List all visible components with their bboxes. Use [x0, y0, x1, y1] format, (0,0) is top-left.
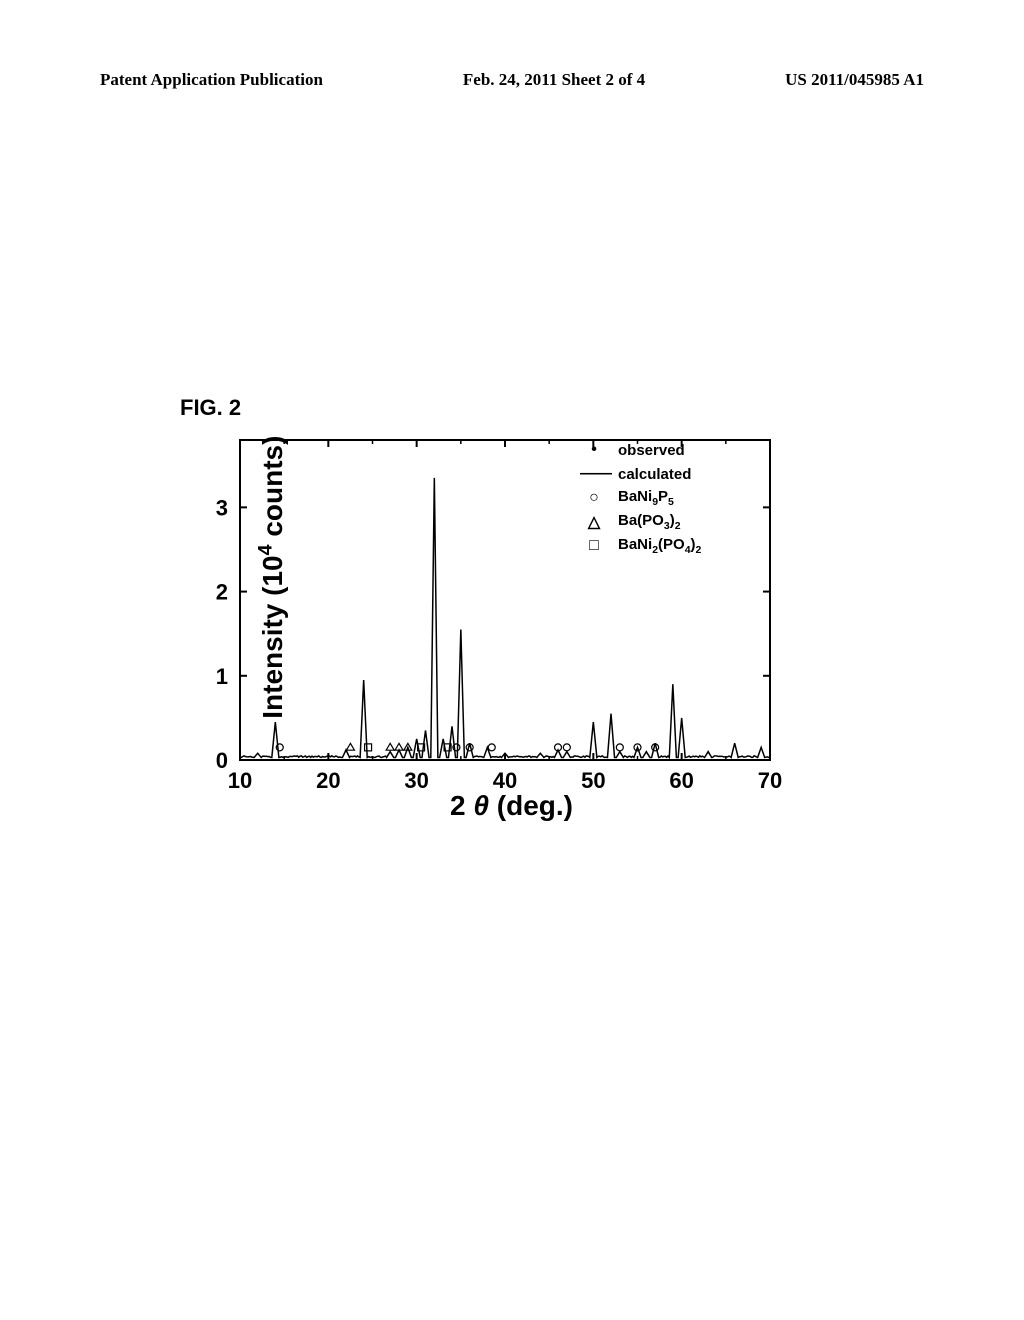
page-header: Patent Application Publication Feb. 24, …: [0, 70, 1024, 90]
circle-marker-icon: ○: [580, 489, 608, 507]
legend-label: observed: [618, 442, 685, 459]
figure-label: FIG. 2: [180, 395, 241, 421]
legend-label: BaNi9P5: [618, 488, 674, 508]
legend-item: —— calculated: [580, 464, 701, 484]
svg-text:60: 60: [669, 768, 693, 793]
legend-item: • observed: [580, 440, 701, 460]
chart-legend: • observed —— calculated ○ BaNi9P5 △ Ba(…: [580, 440, 701, 560]
svg-text:0: 0: [216, 748, 228, 773]
legend-item: △ Ba(PO3)2: [580, 512, 701, 532]
svg-text:10: 10: [228, 768, 252, 793]
svg-text:1: 1: [216, 664, 228, 689]
line-marker-icon: ——: [580, 465, 608, 483]
header-publication: Patent Application Publication: [100, 70, 323, 90]
svg-text:3: 3: [216, 495, 228, 520]
legend-item: ○ BaNi9P5: [580, 488, 701, 508]
legend-item: □ BaNi2(PO4)2: [580, 536, 701, 556]
x-axis-label: 2 θ (deg.): [450, 790, 573, 822]
legend-label: Ba(PO3)2: [618, 512, 681, 532]
triangle-marker-icon: △: [580, 512, 608, 532]
dot-marker-icon: •: [580, 441, 608, 459]
svg-text:20: 20: [316, 768, 340, 793]
svg-text:70: 70: [758, 768, 782, 793]
legend-label: BaNi2(PO4)2: [618, 536, 701, 556]
legend-label: calculated: [618, 466, 691, 483]
svg-text:30: 30: [404, 768, 428, 793]
svg-text:2: 2: [216, 580, 228, 605]
square-marker-icon: □: [580, 537, 608, 555]
header-patent-number: US 2011/045985 A1: [785, 70, 924, 90]
svg-text:50: 50: [581, 768, 605, 793]
header-date-sheet: Feb. 24, 2011 Sheet 2 of 4: [463, 70, 645, 90]
